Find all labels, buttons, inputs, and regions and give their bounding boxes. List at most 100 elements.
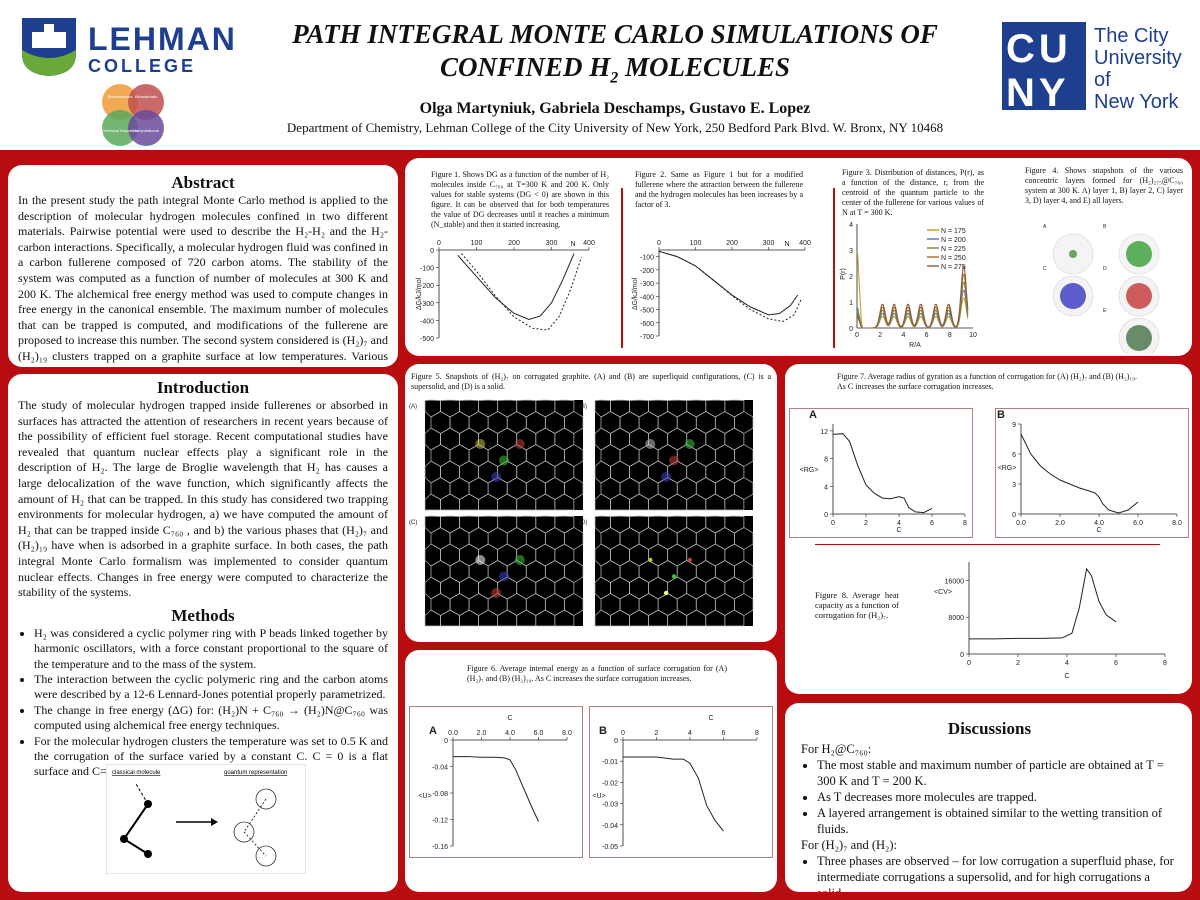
authors: Olga Martyniuk, Gabriela Deschamps, Gust… xyxy=(419,100,811,117)
hydrogen-cluster xyxy=(684,439,695,449)
discussions-list-2: Three phases are observed – for low corr… xyxy=(801,853,1178,892)
legend-label: N = 275 xyxy=(941,264,966,271)
hydrogen-cluster xyxy=(514,555,525,565)
y-axis-label: <U> xyxy=(592,793,605,800)
figure3-caption: Figure 3. Distribution of distances, P(r… xyxy=(842,168,984,217)
hydrogen-cluster xyxy=(671,574,677,579)
x-tick-label: 0 xyxy=(437,240,441,247)
x-tick-label: 4.0 xyxy=(1094,520,1104,527)
snapshot-label: B xyxy=(1103,224,1107,230)
hydrogen-cluster xyxy=(475,555,486,565)
snapshot-label: (D) xyxy=(579,520,587,526)
legend-label: N = 200 xyxy=(941,237,966,244)
y-tick-label: 0 xyxy=(444,738,448,745)
x-tick-label: 0 xyxy=(831,520,835,527)
abstract-text: In the present study the path integral M… xyxy=(18,193,388,367)
snapshot-label: E xyxy=(1103,308,1107,314)
graphite-hexagon xyxy=(724,609,745,627)
figure2-chart: 0 100 200 300 400 -100 -200 -300 -400 -500 -600 -70… xyxy=(632,240,811,341)
x-tick-label: 8 xyxy=(1163,660,1167,667)
x-axis-label: C xyxy=(708,715,713,722)
y-tick-label: 8000 xyxy=(948,615,964,622)
y-tick-label: 8 xyxy=(824,457,828,464)
panel-label: A xyxy=(429,725,437,737)
y-tick-label: -700 xyxy=(640,334,654,341)
x-tick-label: 100 xyxy=(690,240,702,247)
y-tick-label: -100 xyxy=(640,255,654,262)
x-tick-label: 6 xyxy=(930,520,934,527)
x-axis-label: N xyxy=(570,241,575,248)
x-tick-label: 2 xyxy=(1016,660,1020,667)
y-tick-label: -400 xyxy=(420,318,434,325)
y-tick-label: -0.03 xyxy=(602,802,618,809)
hydrogen-cluster xyxy=(491,472,502,482)
x-tick-label: 2 xyxy=(878,332,882,339)
discussions-item: The most stable and maximum number of pa… xyxy=(817,757,1178,789)
venn-label: Chemical Education xyxy=(102,128,138,133)
figure3-chart: 0 2 4 6 8 10 0 1 2 3 4 R/A P(r) N = 175 N = 200 N = 225… xyxy=(840,222,977,349)
hydrogen-layer xyxy=(1069,250,1077,258)
x-tick-label: 8.0 xyxy=(1172,520,1182,527)
figure6b-chart: 0 2 4 6 8 0 -0.01 -0.02 -0.03 -0.04 -0.05 C <U> B xyxy=(592,715,759,851)
x-tick-label: 0 xyxy=(621,730,625,737)
hydrogen-cluster xyxy=(475,439,486,449)
hydrogen-layer xyxy=(1126,283,1152,309)
polymer-ring-diagram: classical molecule quantum representatio… xyxy=(106,764,306,874)
x-tick-label: 4.0 xyxy=(505,730,515,737)
figures-top-panel: Figure 1. Shows DG as a function of the … xyxy=(405,158,1192,356)
series-line xyxy=(969,567,1117,640)
y-tick-label: -500 xyxy=(420,336,434,343)
x-tick-label: 10 xyxy=(969,332,977,339)
x-tick-label: 200 xyxy=(508,240,520,247)
y-axis-label: ΔG/kJ/mol xyxy=(416,277,423,310)
x-axis-label: N xyxy=(784,241,789,248)
snapshot-label: C xyxy=(1043,266,1047,272)
cuny-text-line: of xyxy=(1094,69,1111,91)
y-tick-label: 0 xyxy=(960,652,964,659)
discussions-item: A layered arrangement is obtained simila… xyxy=(817,805,1178,837)
y-tick-label: -300 xyxy=(640,281,654,288)
figure5-panel: Figure 5. Snapshots of (H₂)₇ on corrugat… xyxy=(405,364,777,642)
y-axis-label: P(r) xyxy=(840,268,847,280)
y-tick-label: -0.16 xyxy=(432,844,448,851)
legend-label: N = 250 xyxy=(941,255,966,262)
hydrogen-cluster xyxy=(687,557,692,563)
discussions-panel: Discussions For H₂@C₇₆₀: The most stable… xyxy=(785,703,1192,892)
title-line-2: CONFINED H2 MOLECULES xyxy=(439,52,791,87)
y-tick-label: 9 xyxy=(1012,422,1016,429)
hydrogen-cluster xyxy=(499,455,509,466)
poster-header: LEHMAN COLLEGE Bioinformatics Biomateria… xyxy=(0,0,1200,150)
figure6a-chart: 0.0 2.0 4.0 6.0 8.0 0 -0.04 -0.08 -0.12 -0.16 C <U>… xyxy=(418,715,572,851)
graphite-background xyxy=(595,400,753,510)
x-axis-label: C xyxy=(896,527,901,534)
series-line xyxy=(1020,433,1139,514)
y-tick-label: -200 xyxy=(420,283,434,290)
methods-item: The interaction between the cyclic polym… xyxy=(34,672,388,703)
x-tick-label: 0 xyxy=(967,660,971,667)
department: Department of Chemistry, Lehman College … xyxy=(286,120,944,135)
x-tick-label: 8 xyxy=(755,730,759,737)
figures-7-8-panel: Figure 7. Average radius of gyration as … xyxy=(785,364,1192,694)
y-tick-label: -400 xyxy=(640,294,654,301)
series-line xyxy=(658,250,802,322)
hydrogen-layer xyxy=(1126,325,1152,351)
hydrogen-cluster xyxy=(669,455,679,466)
y-tick-label: -0.12 xyxy=(432,818,448,825)
introduction-text: The study of molecular hydrogen trapped … xyxy=(18,398,388,600)
series-line xyxy=(461,253,582,331)
y-tick-label: 0 xyxy=(430,248,434,255)
figure5-snapshots: (A) (B) (C) (D) xyxy=(409,399,754,627)
figure8-caption: Figure 8. Average heat capacity as a fun… xyxy=(815,590,899,620)
figure4-snapshots: A B C D E xyxy=(1043,224,1160,354)
x-tick-label: 0.0 xyxy=(448,730,458,737)
figure7a-chart: 0 2 4 6 8 0 4 8 12 C <RG> A xyxy=(800,409,967,534)
y-tick-label: -0.08 xyxy=(432,791,448,798)
hydrogen-layer xyxy=(1126,241,1152,267)
y-axis-label: ΔG/kJ/mol xyxy=(632,277,639,310)
figure8-chart: 0 2 4 6 8 0 8000 16000 C <CV> xyxy=(934,562,1167,680)
y-tick-label: -200 xyxy=(640,268,654,275)
legend-label: N = 225 xyxy=(941,246,966,253)
x-tick-label: 2.0 xyxy=(1055,520,1065,527)
y-tick-label: 0 xyxy=(849,326,853,333)
x-axis-label: C xyxy=(1064,673,1069,680)
